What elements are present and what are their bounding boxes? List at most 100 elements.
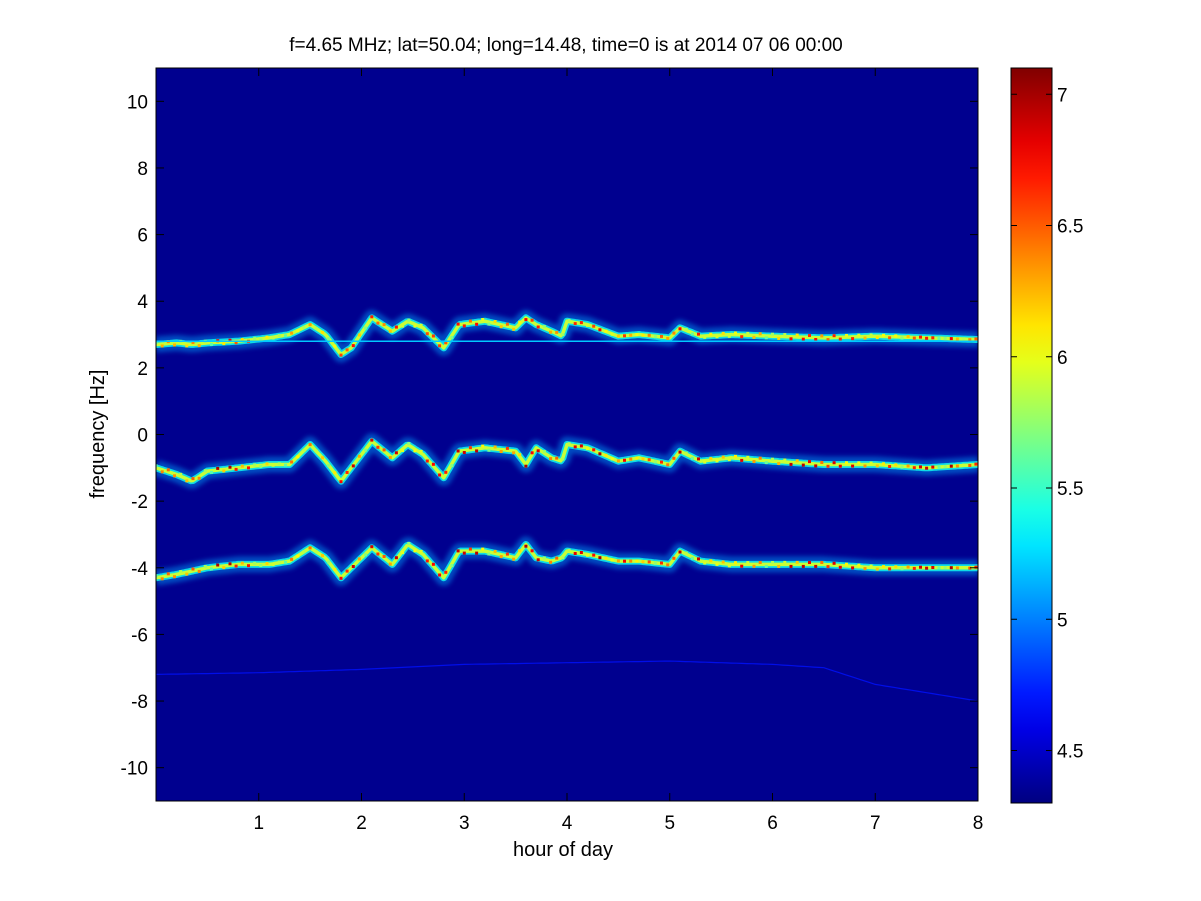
trace-pixel <box>222 566 226 570</box>
trace-pixel <box>512 327 516 331</box>
y-tick-label: 6 <box>137 226 148 247</box>
trace-pixel <box>210 342 213 346</box>
trace-pixel <box>579 551 583 554</box>
trace-pixel <box>339 576 343 580</box>
trace-pixel <box>943 465 947 469</box>
trace-pixel <box>364 448 368 452</box>
trace-pixel <box>752 335 756 339</box>
trace-pixel <box>247 564 250 568</box>
trace-pixel <box>752 460 756 463</box>
trace-pixel <box>697 332 700 336</box>
trace-pixel <box>727 458 731 462</box>
trace-pixel <box>499 325 503 329</box>
trace-pixel <box>499 555 503 559</box>
trace-pixel <box>290 331 294 335</box>
trace-pixel <box>370 315 374 319</box>
trace-pixel <box>234 467 238 471</box>
chart-title: f=4.65 MHz; lat=50.04; long=14.48, time=… <box>289 35 843 56</box>
y-tick-label: 10 <box>127 92 148 113</box>
y-tick-label: 4 <box>137 292 148 313</box>
trace-pixel <box>290 460 294 464</box>
trace-pixel <box>481 318 485 321</box>
plot-area <box>155 67 979 802</box>
trace-pixel <box>351 464 355 468</box>
trace-pixel <box>758 456 762 460</box>
x-tick-label: 4 <box>562 813 573 834</box>
trace-pixel <box>888 567 892 571</box>
y-axis-label: frequency [Hz] <box>87 370 109 499</box>
trace-pixel <box>851 566 855 570</box>
trace-pixel <box>882 565 885 569</box>
trace-pixel <box>857 333 861 337</box>
trace-pixel <box>438 573 442 577</box>
trace-pixel <box>327 560 331 564</box>
trace-pixel <box>555 556 559 560</box>
trace-pixel <box>567 548 571 552</box>
trace-pixel <box>160 344 164 348</box>
trace-pixel <box>160 470 164 474</box>
trace-pixel <box>203 565 207 568</box>
trace-pixel <box>764 564 768 568</box>
trace-pixel <box>758 332 762 336</box>
trace-pixel <box>734 331 737 335</box>
y-tick-label: -10 <box>121 759 148 780</box>
trace-pixel <box>173 343 176 347</box>
trace-pixel <box>962 337 966 341</box>
trace-pixel <box>456 449 460 453</box>
trace-pixel <box>955 566 959 570</box>
trace-pixel <box>820 561 824 564</box>
trace-pixel <box>678 327 682 331</box>
trace-pixel <box>431 562 435 566</box>
trace-pixel <box>302 325 306 329</box>
trace-pixel <box>672 456 676 460</box>
trace-pixel <box>616 334 620 338</box>
trace-pixel <box>660 334 663 338</box>
trace-pixel <box>228 338 232 342</box>
trace-pixel <box>512 557 516 561</box>
trace-pixel <box>425 459 429 463</box>
trace-pixel <box>598 556 602 560</box>
trace-pixel <box>438 344 442 348</box>
trace-pixel <box>401 551 405 555</box>
trace-pixel <box>678 550 682 554</box>
x-tick-label: 1 <box>253 813 264 834</box>
trace-pixel <box>327 337 331 341</box>
trace-pixel <box>228 465 232 469</box>
trace-pixel <box>623 458 626 462</box>
trace-pixel <box>277 462 281 466</box>
trace-pixel <box>549 457 553 461</box>
trace-pixel <box>789 564 793 568</box>
trace-pixel <box>949 566 953 570</box>
trace-pixel <box>462 324 466 328</box>
trace-pixel <box>919 335 922 339</box>
trace-pixel <box>721 331 725 335</box>
y-tick-label: -8 <box>131 692 148 713</box>
trace-pixel <box>425 332 429 336</box>
trace-pixel <box>949 337 953 341</box>
trace-pixel <box>783 458 787 462</box>
trace-pixel <box>826 338 830 342</box>
trace-pixel <box>875 567 879 571</box>
trace-pixel <box>777 336 781 340</box>
trace-pixel <box>333 567 337 571</box>
trace-pixel <box>851 337 855 341</box>
trace-pixel <box>530 549 534 553</box>
trace-pixel <box>721 455 725 459</box>
trace-pixel <box>321 330 324 334</box>
trace-pixel <box>505 322 509 326</box>
trace-pixel <box>536 325 540 329</box>
trace-pixel <box>826 464 830 468</box>
trace-pixel <box>740 335 744 339</box>
trace-pixel <box>234 564 238 568</box>
trace-pixel <box>542 325 546 329</box>
trace-pixel <box>481 547 485 551</box>
trace-pixel <box>321 456 324 460</box>
trace-pixel <box>709 332 713 336</box>
trace-pixel <box>727 564 731 568</box>
trace-pixel <box>561 556 565 560</box>
trace-pixel <box>857 461 861 465</box>
trace-pixel <box>475 449 479 453</box>
trace-pixel <box>598 328 602 332</box>
trace-pixel <box>666 563 670 567</box>
trace-pixel <box>912 566 916 570</box>
